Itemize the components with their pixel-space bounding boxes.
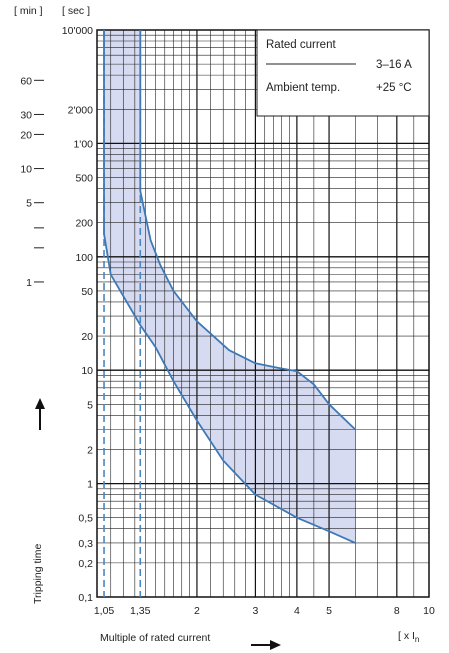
y-sec-tick-label: 0,5 [78, 513, 93, 525]
legend-ambient-temp-label: Ambient temp. [266, 82, 340, 94]
tripping-band-layer [104, 30, 356, 543]
legend-rated-current-value: 3–16 A [376, 59, 412, 71]
y-sec-tick-label: 5 [87, 399, 93, 411]
x-tick-label: 1,35 [130, 605, 151, 617]
y-sec-tick-label: 1'00 [73, 138, 93, 150]
legend-ambient-temp-value: +25 °C [376, 82, 412, 94]
legend-box [256, 29, 430, 117]
curve-upper-bound [139, 30, 356, 431]
y-sec-tick-label: 2'000 [68, 104, 94, 116]
x-axis-unit-subscript: n [415, 635, 419, 644]
curve-lower-bound [103, 30, 356, 544]
x-tick-label: 1,05 [94, 605, 115, 617]
y-axis-arrow [35, 398, 45, 430]
y-sec-tick-label: 500 [75, 173, 93, 185]
y-min-tick-label: 60 [20, 75, 32, 87]
unit-label-sec: [ sec ] [62, 5, 90, 17]
x-axis-unit-main: [ x I [398, 630, 415, 642]
y-sec-tick-label: 10 [81, 365, 93, 377]
x-tick-label: 8 [394, 605, 400, 617]
y-min-tick-label: 10 [20, 164, 32, 176]
y-sec-tick-label: 0,2 [78, 558, 93, 570]
y-sec-tick-label: 10'000 [62, 25, 93, 37]
y-sec-tick-label: 50 [81, 286, 93, 298]
x-tick-label: 10 [423, 605, 435, 617]
y-min-tick-label: 1 [26, 277, 32, 289]
x-axis-arrow [251, 640, 281, 650]
axis-text-layer: [ min ] [ sec ] Multiple of rated curren… [14, 5, 435, 650]
legend: Rated current 3–16 A Ambient temp. +25 °… [256, 29, 430, 117]
curve-layer [103, 30, 356, 597]
x-tick-label: 5 [326, 605, 332, 617]
y-axis-label: Tripping time [32, 544, 44, 604]
x-tick-label: 3 [252, 605, 258, 617]
x-axis-unit: [ x In [398, 630, 419, 644]
tripping-band-fill [104, 30, 356, 543]
y-sec-tick-label: 100 [75, 252, 93, 264]
x-tick-label: 2 [194, 605, 200, 617]
x-tick-label: 4 [294, 605, 300, 617]
unit-label-min: [ min ] [14, 5, 43, 17]
y-sec-tick-label: 20 [81, 331, 93, 343]
y-sec-tick-label: 2 [87, 444, 93, 456]
y-sec-tick-label: 0,3 [78, 538, 93, 550]
y-min-tick-label: 30 [20, 109, 32, 121]
y-min-tick-label: 5 [26, 198, 32, 210]
legend-rated-current-label: Rated current [266, 39, 336, 51]
y-sec-tick-label: 1 [87, 479, 93, 491]
y-sec-tick-label: 0,1 [78, 592, 93, 604]
y-min-tick-label: 20 [20, 129, 32, 141]
y-sec-tick-label: 200 [75, 218, 93, 230]
x-axis-label: Multiple of rated current [100, 632, 210, 644]
